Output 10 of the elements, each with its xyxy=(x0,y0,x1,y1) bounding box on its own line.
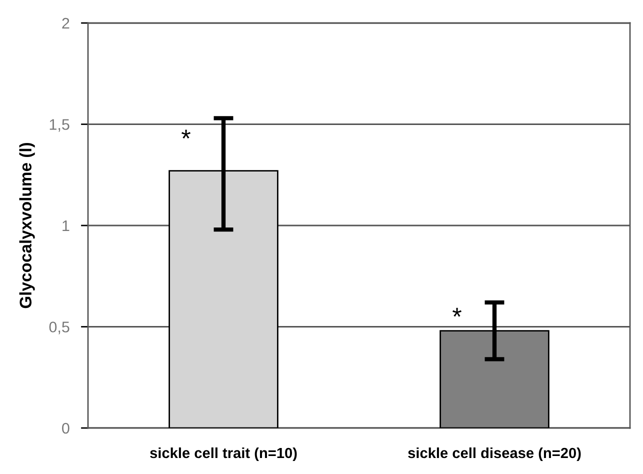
annotation: * xyxy=(452,308,462,317)
annotation: * xyxy=(182,130,190,138)
y-tick-label: 1,5 xyxy=(50,119,70,132)
y-axis-title: Glycocalyxvolume (l) xyxy=(19,142,35,308)
y-tick-label: 0 xyxy=(62,422,70,434)
x-tick-label: sickle cell disease (n=20) xyxy=(408,447,581,462)
x-tick-label: sickle cell trait (n=10) xyxy=(150,447,297,462)
y-tick-label: 1 xyxy=(62,220,70,232)
y-tick-label: 0,5 xyxy=(49,322,70,334)
y-tick-label: 2 xyxy=(62,18,70,29)
